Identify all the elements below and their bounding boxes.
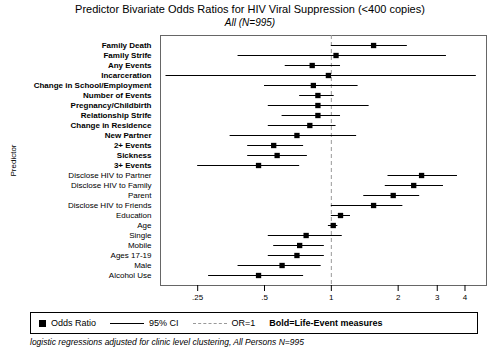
html-text:Bold=Life-Event measures: Bold=Life-Event measures <box>269 318 383 328</box>
html-text:OR=1: OR=1 <box>231 318 256 328</box>
svg-text:Sickness: Sickness <box>117 151 152 160</box>
svg-text:Predictor: Predictor <box>9 144 18 176</box>
svg-text:.5: .5 <box>261 293 268 302</box>
svg-text:3: 3 <box>435 293 440 302</box>
svg-text:Disclose HIV to Partner: Disclose HIV to Partner <box>68 171 151 180</box>
svg-text:Family Death: Family Death <box>102 41 152 50</box>
svg-text:Disclose HIV to Friends: Disclose HIV to Friends <box>68 201 152 210</box>
svg-text:3+ Events: 3+ Events <box>114 161 152 170</box>
svg-text:Alcohol Use: Alcohol Use <box>109 271 152 280</box>
svg-text:Change in School/Employment: Change in School/Employment <box>34 81 152 90</box>
html-text:All (N=995): All (N=995) <box>224 17 276 28</box>
svg-text:Any Events: Any Events <box>108 61 152 70</box>
svg-text:2+ Events: 2+ Events <box>114 141 152 150</box>
svg-text:Ages 17-19: Ages 17-19 <box>111 251 152 260</box>
svg-text:Disclose HIV to Family: Disclose HIV to Family <box>71 181 151 190</box>
svg-text:Single: Single <box>129 231 152 240</box>
html-text:Predictor Bivariate Odds Ratio: Predictor Bivariate Odds Ratios for HIV … <box>75 3 425 15</box>
svg-text:Parent: Parent <box>128 191 152 200</box>
svg-text:.25: .25 <box>192 293 204 302</box>
svg-text:Age: Age <box>137 221 152 230</box>
svg-text:Mobile: Mobile <box>128 241 152 250</box>
svg-text:Male: Male <box>134 261 152 270</box>
svg-text:Incarceration: Incarceration <box>101 71 151 80</box>
svg-text:Change in Residence: Change in Residence <box>71 121 152 130</box>
svg-text:Number of Events: Number of Events <box>83 91 152 100</box>
svg-text:Pregnancy/Childbirth: Pregnancy/Childbirth <box>71 101 152 110</box>
svg-text:Education: Education <box>116 211 152 220</box>
svg-text:Relationship Strife: Relationship Strife <box>81 111 152 120</box>
svg-text:New Partner: New Partner <box>105 131 152 140</box>
svg-text:1: 1 <box>329 293 334 302</box>
svg-text:2: 2 <box>396 293 401 302</box>
html-text:logistic regressions adjusted: logistic regressions adjusted for clinic… <box>30 337 304 347</box>
svg-text:Family Strife: Family Strife <box>103 51 152 60</box>
svg-text:4: 4 <box>463 293 468 302</box>
html-text:Odds Ratio: Odds Ratio <box>51 318 96 328</box>
html-text:95% CI: 95% CI <box>149 318 179 328</box>
